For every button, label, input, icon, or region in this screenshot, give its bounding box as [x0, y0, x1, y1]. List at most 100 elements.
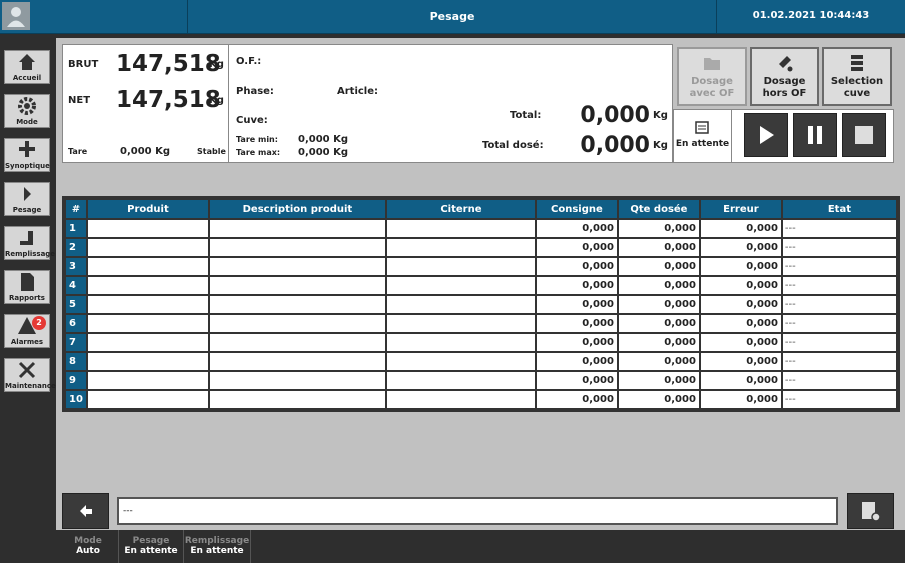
empty-cell — [207, 218, 387, 239]
user-avatar[interactable] — [2, 2, 30, 30]
stop-icon — [855, 126, 873, 144]
table-cell: 0,000 — [534, 332, 619, 353]
nav-button[interactable]: Synoptique — [4, 138, 50, 172]
table-cell: 0,000 — [616, 294, 701, 315]
column-header: Produit — [85, 198, 210, 220]
tare-value: 0,000 Kg — [120, 146, 171, 157]
nav-icon — [18, 361, 36, 379]
table-cell: 0,000 — [616, 370, 701, 391]
empty-cell — [207, 294, 387, 315]
table-cell: 0,000 — [534, 370, 619, 391]
table-row: 2 0,000 0,000 0,000 --- — [64, 237, 898, 258]
table-cell: 0,000 — [616, 389, 701, 410]
scale-status: Stable — [197, 147, 226, 156]
nav-button[interactable]: Maintenance — [4, 358, 56, 392]
article-label: Article: — [337, 86, 379, 97]
empty-cell — [85, 294, 210, 315]
play-button[interactable] — [744, 113, 788, 157]
column-header: Etat — [780, 198, 898, 220]
nav-label: Alarmes — [10, 338, 44, 346]
table-cell: 0,000 — [616, 256, 701, 277]
net-value: 147,518 — [116, 87, 221, 113]
back-button[interactable] — [62, 493, 109, 529]
empty-cell — [85, 351, 210, 372]
order-panel: O.F.: Phase: Article: Cuve: Tare min: 0,… — [228, 44, 673, 163]
alarm-badge: 2 — [32, 316, 46, 330]
total-value: 0,000 — [580, 103, 650, 128]
nav-button[interactable]: Accueil — [4, 50, 50, 84]
table-cell: --- — [780, 389, 898, 410]
table-cell: 0,000 — [534, 351, 619, 372]
table-cell: 0,000 — [698, 313, 783, 334]
nav-label: Mode — [16, 118, 38, 126]
nav-icon — [18, 317, 36, 334]
table-cell: 0,000 — [698, 351, 783, 372]
empty-cell — [85, 218, 210, 239]
status-value: Auto — [76, 546, 100, 556]
nav-label: Maintenance — [5, 382, 56, 390]
sidebar: Accueil Mode Synoptique Pesage Remplissage Ra… — [0, 34, 56, 530]
message-field[interactable]: --- — [117, 497, 838, 525]
empty-cell — [85, 370, 210, 391]
empty-cell — [207, 332, 387, 353]
nav-label: Rapports — [9, 294, 45, 302]
user-icon — [7, 7, 25, 27]
nav-button[interactable]: Rapports — [4, 270, 50, 304]
nav-button[interactable]: Pesage — [4, 182, 50, 216]
pour-icon — [778, 56, 792, 72]
brut-value: 147,518 — [116, 51, 221, 77]
table-row: 7 0,000 0,000 0,000 --- — [64, 332, 898, 353]
empty-cell — [207, 237, 387, 258]
total-unit: Kg — [653, 110, 668, 121]
nav-button[interactable]: Remplissage — [4, 226, 56, 260]
tare-min-value: 0,000 Kg — [298, 134, 349, 145]
dosage-avec-of-button[interactable]: Dosage avec OF — [677, 47, 747, 106]
table-cell: 10 — [64, 389, 88, 410]
table-cell: --- — [780, 237, 898, 258]
nav-icon — [18, 97, 36, 115]
report-settings-button[interactable] — [847, 493, 894, 529]
table-cell: --- — [780, 218, 898, 239]
stop-button[interactable] — [842, 113, 886, 157]
table-row: 9 0,000 0,000 0,000 --- — [64, 370, 898, 391]
button-label: Selection — [830, 76, 884, 87]
status-bar: Mode Auto Pesage En attente Remplissage En at… — [56, 530, 905, 563]
empty-cell — [384, 218, 537, 239]
of-label: O.F.: — [236, 56, 262, 67]
column-header: # — [64, 198, 88, 220]
total-dose-unit: Kg — [653, 140, 668, 151]
empty-cell — [384, 370, 537, 391]
table-cell: --- — [780, 370, 898, 391]
table-cell: 0,000 — [534, 256, 619, 277]
table-cell: 0,000 — [698, 237, 783, 258]
empty-cell — [85, 389, 210, 410]
pause-button[interactable] — [793, 113, 837, 157]
empty-cell — [207, 351, 387, 372]
table-cell: 2 — [64, 237, 88, 258]
table-cell: 7 — [64, 332, 88, 353]
selection-cuve-button[interactable]: Selection cuve — [822, 47, 892, 106]
page-title: Pesage — [429, 10, 475, 23]
separator — [716, 0, 717, 33]
nav-icon — [19, 54, 35, 70]
nav-icon — [21, 273, 34, 291]
weights-panel: BRUT 147,518 Kg NET 147,518 Kg Tare 0,00… — [62, 44, 229, 163]
table-cell: --- — [780, 351, 898, 372]
nav-button[interactable]: Alarmes 2 — [4, 314, 50, 348]
header-row: # Produit Description produit Citerne Consig… — [64, 198, 898, 220]
table-cell: 6 — [64, 313, 88, 334]
dosing-table: # Produit Description produit Citerne Consig… — [64, 198, 898, 410]
tare-max-label: Tare max: — [236, 148, 281, 157]
status-cell: Remplissage En attente — [184, 530, 251, 563]
nav-label: Remplissage — [5, 250, 56, 258]
dosage-hors-of-button[interactable]: Dosage hors OF — [750, 47, 819, 106]
table-cell: 0,000 — [534, 218, 619, 239]
status-value: En attente — [190, 546, 244, 556]
empty-cell — [85, 275, 210, 296]
pause-icon — [808, 126, 822, 144]
dosing-table-wrap: # Produit Description produit Citerne Consig… — [62, 196, 900, 412]
nav-button[interactable]: Mode — [4, 94, 50, 128]
status-cell: Pesage En attente — [119, 530, 184, 563]
button-label: Dosage — [691, 76, 733, 87]
